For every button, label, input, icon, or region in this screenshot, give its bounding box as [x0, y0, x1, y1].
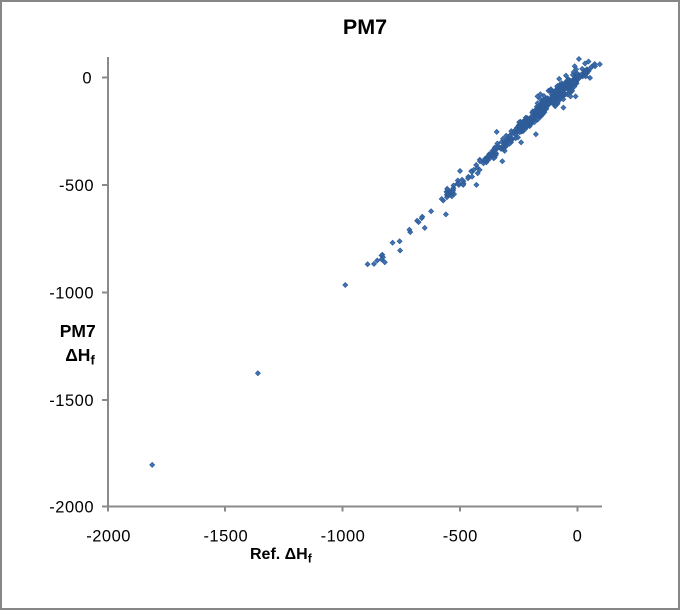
svg-text:-2000: -2000	[86, 528, 131, 546]
svg-text:-1500: -1500	[49, 392, 94, 410]
svg-text:0: 0	[573, 528, 583, 546]
svg-text:-500: -500	[59, 177, 94, 195]
svg-text:Ref. ΔHf: Ref. ΔHf	[250, 546, 313, 566]
svg-text:-1000: -1000	[321, 528, 366, 546]
svg-text:-1000: -1000	[49, 284, 94, 302]
svg-text:-500: -500	[443, 528, 478, 546]
svg-text:-2000: -2000	[49, 498, 94, 516]
svg-text:ΔHf: ΔHf	[65, 345, 95, 368]
svg-text:-1500: -1500	[203, 528, 248, 546]
svg-text:0: 0	[82, 69, 92, 87]
svg-text:PM7: PM7	[343, 15, 387, 39]
svg-text:PM7: PM7	[60, 321, 96, 341]
